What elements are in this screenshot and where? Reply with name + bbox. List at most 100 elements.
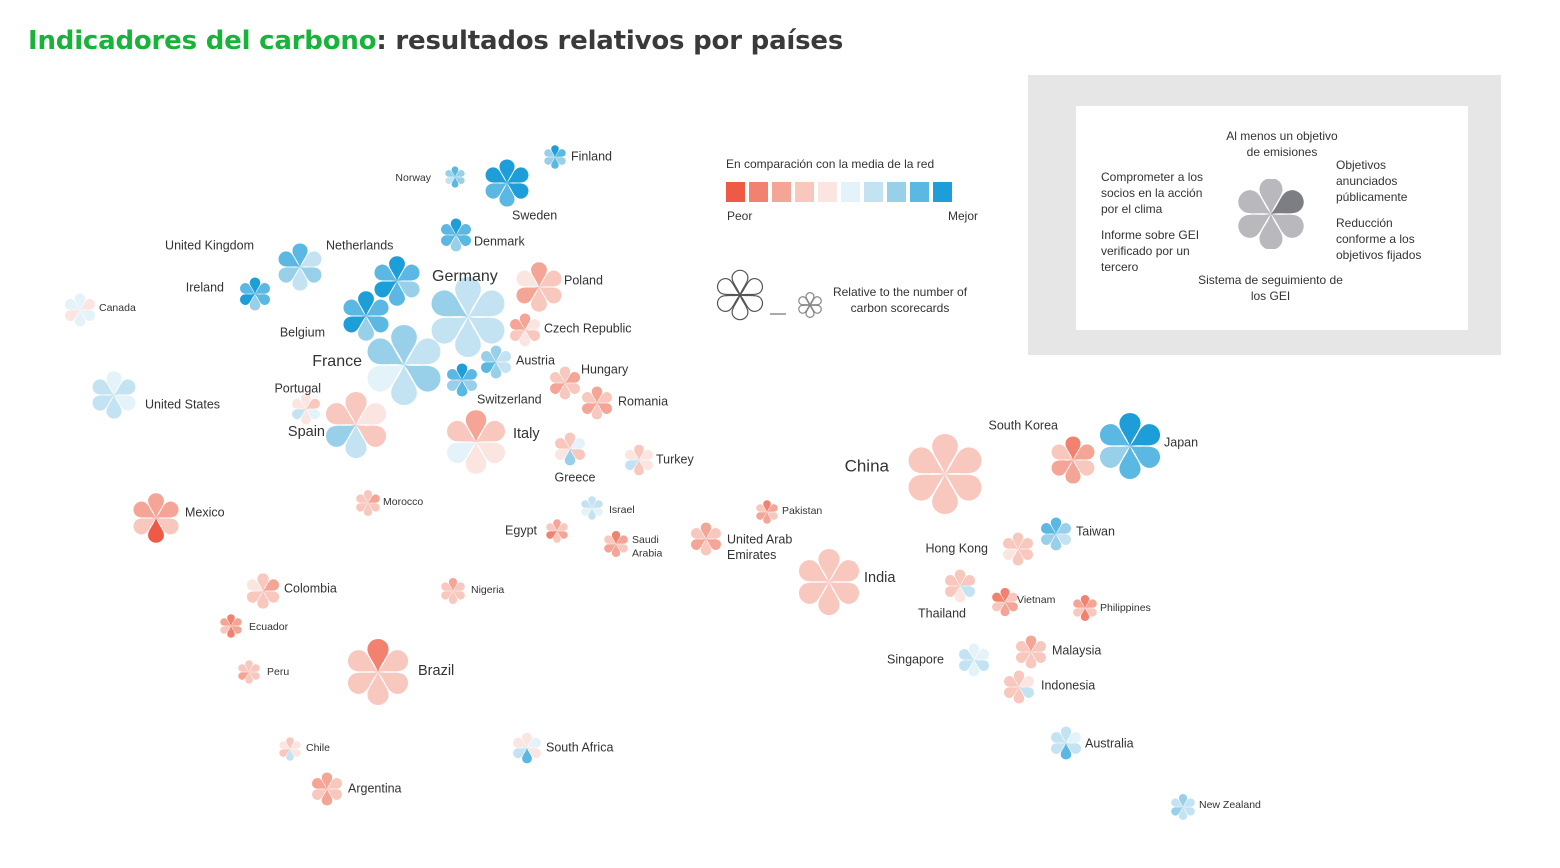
australia-petal-0 — [1060, 726, 1072, 743]
legend-bottom-label: Sistema de seguimiento de los GEI — [1198, 273, 1343, 303]
finland-petal-1 — [555, 149, 566, 157]
legend-petal-3 — [1259, 214, 1283, 249]
belgium-petal-1 — [366, 299, 389, 316]
new-zealand-petal-5 — [1171, 798, 1183, 807]
china-flower — [908, 433, 982, 515]
chile-petal-1 — [290, 741, 301, 749]
india-flower — [798, 549, 860, 615]
scale-swatch-9 — [933, 182, 952, 202]
chile-petal-3 — [286, 749, 294, 761]
united-arab-emirates-petal-0 — [700, 522, 712, 539]
belgium-petal-0 — [358, 291, 374, 316]
greece-label: Greece — [555, 470, 596, 484]
colombia-flower — [246, 573, 280, 609]
japan-petal-3 — [1119, 446, 1141, 479]
singapore-petal-4 — [958, 660, 974, 671]
canada-petal-1 — [80, 299, 96, 310]
philippines-petal-0 — [1080, 595, 1090, 608]
philippines-petal-5 — [1073, 599, 1085, 608]
australia-petal-3 — [1060, 743, 1072, 760]
united-arab-emirates-petal-4 — [690, 539, 706, 550]
mexico-petal-5 — [133, 501, 156, 518]
colombia-petal-2 — [263, 591, 280, 603]
hungary-flower — [549, 366, 581, 400]
ireland-petal-1 — [255, 283, 271, 294]
colombia-petal-3 — [257, 591, 269, 609]
brazil-petal-3 — [367, 672, 389, 705]
canada-petal-2 — [80, 310, 96, 321]
saudi-arabia-petal-2 — [616, 544, 628, 553]
pakistan-petal-0 — [763, 500, 771, 512]
brazil-petal-0 — [367, 639, 389, 672]
scale-swatch-4 — [818, 182, 837, 202]
romania-label: Romania — [618, 394, 668, 408]
turkey-label: Turkey — [656, 452, 694, 466]
israel-petal-2 — [592, 508, 603, 516]
greece-petal-1 — [570, 438, 586, 449]
hungary-petal-1 — [565, 372, 581, 383]
portugal-petal-5 — [292, 398, 306, 409]
austria-petal-1 — [496, 351, 512, 362]
hungary-label: Hungary — [581, 362, 629, 376]
south-africa-petal-5 — [513, 737, 527, 748]
united-arab-emirates-petal-1 — [706, 528, 722, 539]
canada-petal-4 — [64, 310, 80, 321]
norway-petal-2 — [455, 177, 465, 185]
vietnam-flower — [992, 587, 1018, 617]
denmark-petal-2 — [456, 235, 472, 246]
mexico-flower — [133, 493, 179, 543]
denmark-petal-1 — [456, 224, 472, 235]
greece-petal-4 — [554, 449, 570, 460]
sweden-petal-1 — [507, 167, 529, 183]
hong-kong-petal-1 — [1018, 538, 1034, 549]
austria-label: Austria — [516, 353, 555, 367]
greece-flower — [554, 432, 586, 466]
new-zealand-flower — [1171, 794, 1195, 820]
scale-swatch-3 — [795, 182, 814, 202]
sweden-petal-4 — [485, 183, 507, 199]
india-petal-3 — [818, 582, 840, 615]
australia-petal-5 — [1050, 732, 1066, 743]
malaysia-label: Malaysia — [1052, 643, 1101, 657]
united-kingdom-petal-0 — [292, 243, 308, 267]
thailand-petal-0 — [954, 569, 966, 586]
peru-label: Peru — [267, 666, 289, 678]
chile-petal-2 — [290, 749, 301, 757]
germany-petal-4 — [431, 317, 468, 344]
france-petal-1 — [404, 338, 441, 365]
legend-petal-2 — [1271, 214, 1304, 238]
netherlands-label: Netherlands — [326, 238, 393, 252]
saudi-arabia-petal-4 — [604, 544, 616, 553]
czech-republic-flower — [509, 313, 541, 347]
morocco-petal-1 — [368, 494, 380, 503]
finland-petal-0 — [551, 145, 559, 157]
size-legend-small-flower — [798, 292, 822, 318]
scale-swatch-1 — [749, 182, 768, 202]
hong-kong-petal-3 — [1012, 549, 1024, 566]
hungary-petal-3 — [559, 383, 571, 400]
scale-swatch-8 — [910, 182, 929, 202]
new-zealand-petal-3 — [1178, 807, 1188, 820]
scale-swatch-2 — [772, 182, 791, 202]
france-label: France — [312, 353, 362, 370]
new-zealand-petal-2 — [1183, 807, 1195, 816]
legend-petal-5 — [1238, 190, 1271, 214]
belgium-petal-5 — [343, 299, 366, 316]
argentina-petal-2 — [327, 789, 343, 800]
saudi-arabia-flower — [604, 531, 628, 557]
ecuador-petal-5 — [220, 618, 231, 626]
south-africa-petal-4 — [513, 748, 527, 759]
peru-petal-4 — [238, 672, 249, 680]
pakistan-label: Pakistan — [782, 505, 822, 517]
philippines-petal-2 — [1085, 608, 1097, 617]
italy-flower — [447, 410, 505, 474]
united-states-flower — [92, 371, 136, 419]
sweden-label: Sweden — [512, 208, 557, 222]
sweden-flower — [485, 159, 529, 207]
germany-petal-3 — [455, 317, 481, 358]
new-zealand-petal-1 — [1183, 798, 1195, 807]
norway-petal-1 — [455, 169, 465, 177]
germany-label: Germany — [432, 268, 498, 285]
switzerland-label: Switzerland — [477, 392, 542, 406]
